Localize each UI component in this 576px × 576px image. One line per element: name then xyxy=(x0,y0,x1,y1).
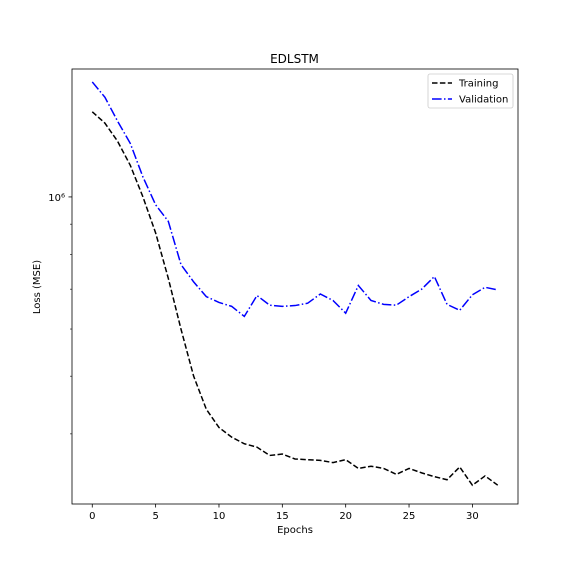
y-axis: 10⁶ xyxy=(48,193,72,434)
legend: Training Validation xyxy=(428,74,513,108)
x-tick-label: 5 xyxy=(152,511,158,522)
series-layer xyxy=(92,82,497,485)
x-tick-label: 25 xyxy=(403,511,416,522)
legend-label-training: Training xyxy=(458,79,498,90)
series-line-training xyxy=(92,112,497,485)
y-tick-label: 10⁶ xyxy=(48,193,65,204)
chart-title: EDLSTM xyxy=(270,52,319,66)
plot-frame xyxy=(72,69,518,504)
x-axis-label: Epochs xyxy=(277,525,313,536)
x-axis: 0 5 10 15 20 25 30 xyxy=(89,504,479,522)
series-line-validation xyxy=(92,82,497,316)
legend-label-validation: Validation xyxy=(459,95,508,106)
x-tick-label: 30 xyxy=(466,511,479,522)
x-tick-label: 10 xyxy=(213,511,226,522)
x-tick-label: 20 xyxy=(339,511,352,522)
x-tick-label: 15 xyxy=(276,511,289,522)
x-tick-label: 0 xyxy=(89,511,95,522)
y-axis-label: Loss (MSE) xyxy=(32,260,43,314)
